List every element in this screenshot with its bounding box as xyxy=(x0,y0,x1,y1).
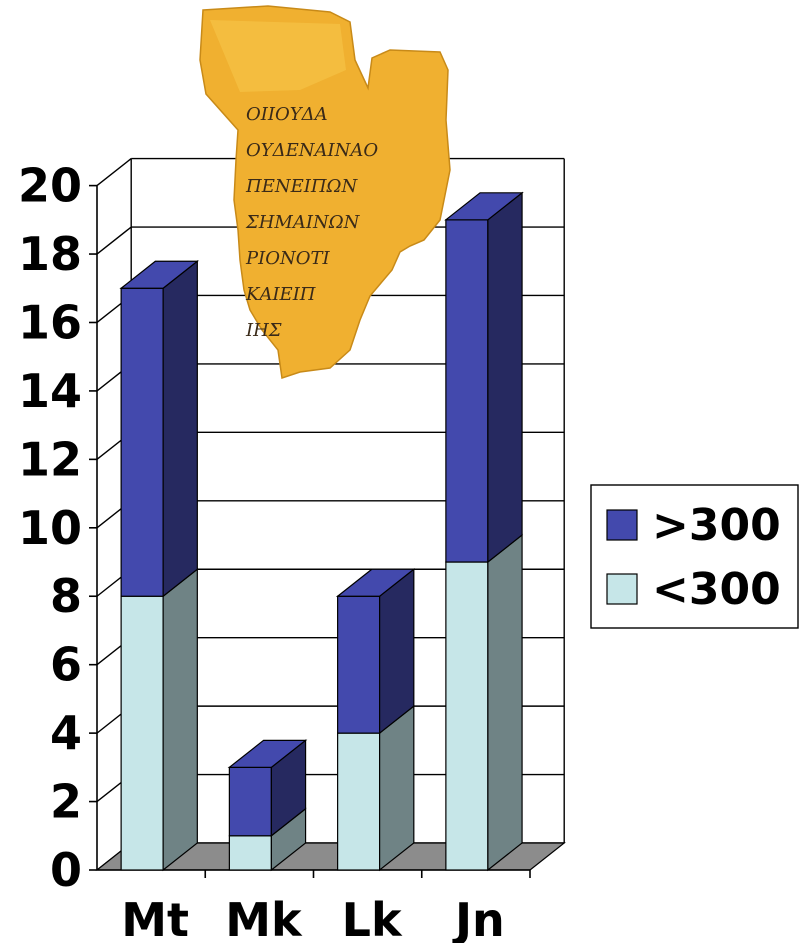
papyrus-fragment xyxy=(199,5,451,379)
y-tick-label: 14 xyxy=(18,364,82,418)
x-label-mk: Mk xyxy=(225,893,303,943)
papyrus-text-line: ΣΗΜΑΙΝΩΝ xyxy=(245,212,361,233)
bar-top-mk xyxy=(227,739,308,768)
bar-side-jn xyxy=(487,191,523,564)
bar-mt-gt300 xyxy=(120,287,164,597)
legend-label: >300 xyxy=(652,500,781,551)
papyrus-highlight xyxy=(210,20,346,92)
y-tick-label: 18 xyxy=(18,227,82,281)
papyrus-fragment-image: ΟΙΙΟΥΔΑ ΟΥΔΕΝΑΙΝΑΟ ΠΕΝΕΙΠΩΝ ΣΗΜΑΙΝΩΝ ΡΙΟΝΟΤΙ… xyxy=(199,5,451,379)
legend-swatch xyxy=(606,573,638,605)
bar-lk-gt300 xyxy=(337,595,381,734)
legend-swatch xyxy=(606,509,638,541)
bar-side-mt xyxy=(162,568,198,872)
gridline-side xyxy=(96,158,132,187)
bar-mk-gt300 xyxy=(228,766,272,837)
bar-mt-lt300 xyxy=(120,595,164,871)
papyrus-text-line: ΠΕΝΕΙΠΩΝ xyxy=(245,176,358,197)
bar-side-jn xyxy=(487,533,523,872)
x-axis: Mt Mk Lk Jn xyxy=(121,870,531,943)
legend: >300 <300 xyxy=(590,484,799,629)
papyrus-text-line: ΡΙΟΝΟΤΙ xyxy=(245,248,330,269)
x-label-mt: Mt xyxy=(121,893,189,943)
papyrus-text-line: ΟΙΙΟΥΔΑ xyxy=(246,104,328,125)
x-label-lk: Lk xyxy=(342,893,403,943)
y-tick-label: 8 xyxy=(50,569,82,623)
legend-label: <300 xyxy=(652,564,781,615)
papyrus-text-line: ΟΥΔΕΝΑΙΝΑΟ xyxy=(246,140,378,161)
papyrus-text-line: ΚΑΙΕΙΠ xyxy=(245,284,316,305)
bar-side-lk xyxy=(379,704,415,872)
x-label-jn: Jn xyxy=(452,893,505,943)
gridline-side xyxy=(96,226,132,255)
bar-top-mt xyxy=(119,260,200,289)
y-axis-ticks: 0 2 4 6 8 10 12 14 16 18 20 xyxy=(18,159,97,897)
y-tick-label: 20 xyxy=(18,159,82,213)
y-tick-label: 10 xyxy=(18,501,82,555)
bar-top-lk xyxy=(335,568,416,597)
bar-side-lk xyxy=(379,568,415,735)
bar-side-mt xyxy=(162,260,198,598)
y-tick-label: 12 xyxy=(18,432,82,486)
y-tick-label: 2 xyxy=(50,775,82,829)
y-tick-label: 4 xyxy=(50,706,82,760)
bar-mk-lt300 xyxy=(228,835,272,871)
bar-top-jn xyxy=(444,192,524,221)
bar-jn-gt300 xyxy=(445,219,489,563)
y-tick-label: 16 xyxy=(18,295,82,349)
bar-series xyxy=(119,191,524,872)
y-tick-label: 6 xyxy=(50,638,82,692)
papyrus-text-line: ΙΗΣ xyxy=(245,320,282,341)
bar-lk-lt300 xyxy=(337,732,381,871)
bar-jn-lt300 xyxy=(445,561,489,871)
y-tick-label: 0 xyxy=(50,843,82,897)
